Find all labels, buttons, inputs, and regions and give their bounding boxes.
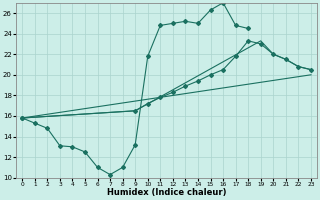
- X-axis label: Humidex (Indice chaleur): Humidex (Indice chaleur): [107, 188, 226, 197]
